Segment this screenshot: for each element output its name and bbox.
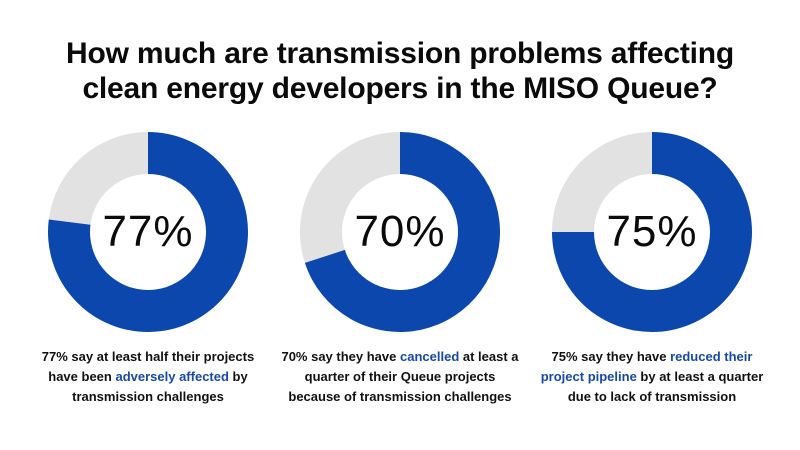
donut-3-caption: 75% say they have reduced their project … (532, 347, 772, 407)
donut-1-caption-after: by transmission challenges (72, 369, 248, 404)
donut-3-caption-highlight: reduced their project pipeline (540, 349, 753, 384)
donut-3-svg (552, 132, 752, 332)
donut-1-caption-highlight: adversely affected (115, 369, 229, 384)
donut-3-remainder (552, 132, 652, 232)
donut-2-remainder (300, 132, 400, 263)
donut-1-remainder (48, 132, 148, 225)
chart-title-line-1: How much are transmission problems affec… (65, 37, 735, 70)
donut-chart-3: 75% (552, 132, 752, 332)
donut-2-caption-after: at least a quarter of their Queue projec… (288, 349, 519, 404)
donut-chart-2: 70% (300, 132, 500, 332)
donut-1-caption: 77% say at least half their projects hav… (28, 347, 268, 407)
donut-2-value-arc (304, 132, 500, 332)
donut-2-caption-highlight: cancelled (400, 349, 460, 364)
chart-title: How much are transmission problems affec… (0, 36, 800, 106)
donut-1-value-arc (48, 132, 248, 332)
donut-3-caption-after: by at least a quarter due to lack of tra… (567, 369, 764, 404)
donut-2-caption-before: 70% say they have (281, 349, 400, 364)
donut-1-svg (48, 132, 248, 332)
chart-title-line-2: clean energy developers in the MISO Queu… (82, 72, 718, 105)
donut-3-percent-label: 75% (606, 207, 698, 256)
donut-2-percent-label: 70% (354, 207, 446, 256)
donut-1-percent-label: 77% (102, 207, 194, 256)
donut-3-caption-before: 75% say they have (551, 349, 671, 364)
donut-1-caption-before: 77% say at least half their projects hav… (41, 349, 255, 384)
donut-3-value-arc (552, 132, 752, 332)
donut-2-svg (300, 132, 500, 332)
donut-2-caption: 70% say they have cancelled at least a q… (280, 347, 520, 407)
donut-chart-1: 77% (48, 132, 248, 332)
